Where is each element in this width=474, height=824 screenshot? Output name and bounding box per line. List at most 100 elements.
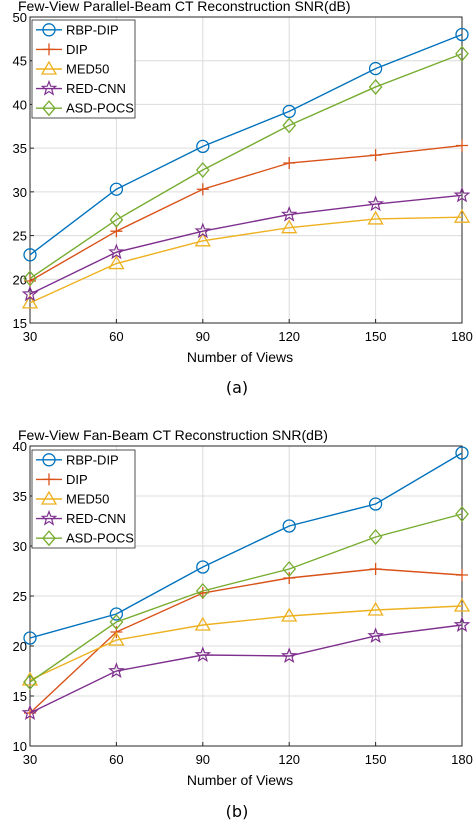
x-tick-label: 30	[23, 329, 37, 344]
marker-star	[453, 186, 471, 203]
plot-area: 30 60 90 120 150 180 10 15 20 25 30 35 40 RBP-DIP DIP M…	[13, 439, 473, 767]
x-tick-label: 60	[109, 329, 123, 344]
series-line	[29, 144, 463, 282]
marker-triangle	[453, 597, 471, 612]
marker-star	[367, 627, 384, 644]
marker-circle	[42, 23, 56, 37]
marker-diamond	[109, 211, 124, 228]
series-dip	[24, 563, 468, 719]
marker-circle	[23, 631, 37, 645]
series-red-cnn	[21, 186, 471, 302]
marker-plus	[456, 569, 468, 581]
legend-label: ASD-POCS	[66, 101, 134, 116]
marker-diamond	[195, 162, 210, 178]
legend-label: RBP-DIP	[66, 22, 119, 37]
marker-star	[280, 647, 298, 664]
x-tick-label: 120	[278, 329, 300, 344]
series-line	[29, 33, 463, 256]
legend: RBP-DIP DIP MED50 RED-CNN ASD-POCS	[31, 19, 136, 119]
marker-triangle	[367, 601, 384, 616]
x-tick-label: 90	[196, 329, 210, 344]
marker-star	[280, 205, 298, 222]
marker-diamond	[23, 270, 37, 287]
marker-diamond	[368, 78, 383, 95]
marker-plus	[456, 139, 468, 152]
marker-plus	[283, 157, 296, 170]
series-line	[29, 452, 463, 639]
marker-diamond	[455, 45, 469, 62]
caption: (a)	[226, 378, 248, 397]
series-line	[29, 513, 463, 683]
y-tick-label: 30	[13, 185, 27, 200]
y-tick-label: 25	[13, 589, 27, 604]
marker-circle	[282, 519, 296, 533]
marker-circle	[455, 446, 469, 460]
y-tick-label: 45	[13, 54, 27, 69]
marker-circle	[196, 560, 210, 574]
series-rbp-dip	[23, 27, 469, 262]
series-line	[29, 624, 463, 714]
legend-label: MED50	[66, 492, 109, 507]
marker-circle	[42, 453, 56, 467]
marker-diamond	[42, 530, 56, 547]
marker-star	[367, 195, 384, 212]
marker-plus	[369, 149, 382, 162]
marker-circle	[455, 27, 469, 42]
marker-triangle	[194, 616, 211, 631]
legend-label: ASD-POCS	[66, 531, 134, 546]
marker-circle	[368, 497, 383, 511]
marker-triangle	[40, 60, 58, 75]
marker-star	[21, 704, 39, 721]
y-tick-label: 35	[13, 141, 27, 156]
axes-box	[29, 16, 463, 324]
x-tick-label: 60	[109, 752, 123, 767]
caption: (b)	[226, 802, 249, 821]
x-tick-label: 30	[23, 752, 37, 767]
legend-label: RBP-DIP	[66, 452, 119, 467]
y-tick-label: 30	[13, 539, 27, 554]
x-tick-label: 120	[278, 752, 300, 767]
marker-triangle	[108, 255, 125, 270]
marker-star	[40, 79, 58, 96]
marker-star	[21, 285, 39, 302]
legend-label: DIP	[66, 42, 88, 57]
marker-triangle	[281, 219, 298, 234]
series-med50	[21, 208, 471, 309]
marker-star	[40, 509, 58, 526]
legend-label: RED-CNN	[66, 511, 126, 526]
y-tick-label: 40	[13, 97, 27, 112]
series-asd-pocs	[23, 45, 469, 287]
x-tick-label: 180	[451, 752, 473, 767]
series-rbp-dip	[23, 446, 469, 645]
x-axis-label: Number of Views	[187, 772, 293, 788]
x-tick-label: 150	[365, 329, 387, 344]
x-tick-label: 150	[365, 752, 387, 767]
marker-star	[108, 662, 125, 679]
y-tick-label: 20	[13, 639, 27, 654]
chart-title: Few-View Parallel-Beam CT Reconstruction…	[18, 0, 350, 14]
marker-circle	[368, 61, 383, 76]
legend-label: RED-CNN	[66, 81, 126, 96]
marker-circle	[196, 139, 210, 154]
marker-diamond	[368, 529, 383, 545]
marker-diamond	[109, 614, 124, 630]
marker-triangle	[367, 210, 384, 225]
marker-diamond	[282, 561, 297, 577]
series-line	[29, 53, 463, 279]
marker-diamond	[195, 583, 210, 599]
marker-diamond	[455, 506, 469, 522]
y-tick-label: 10	[13, 739, 27, 754]
chart-panel-a: Few-View Parallel-Beam CT Reconstruction…	[13, 0, 473, 397]
marker-plus	[283, 572, 296, 584]
marker-circle	[109, 182, 124, 196]
marker-triangle	[453, 208, 471, 223]
plot-area: 30 60 90 120 150 180 15 20 25 30 35 40 45 50 RBP-DIP DI…	[13, 10, 473, 344]
marker-triangle	[40, 490, 58, 505]
marker-circle	[109, 607, 124, 621]
legend-label: DIP	[66, 472, 88, 487]
y-tick-label: 20	[13, 272, 27, 287]
y-tick-label: 50	[13, 10, 27, 25]
marker-plus	[43, 473, 55, 486]
marker-plus	[43, 43, 55, 56]
